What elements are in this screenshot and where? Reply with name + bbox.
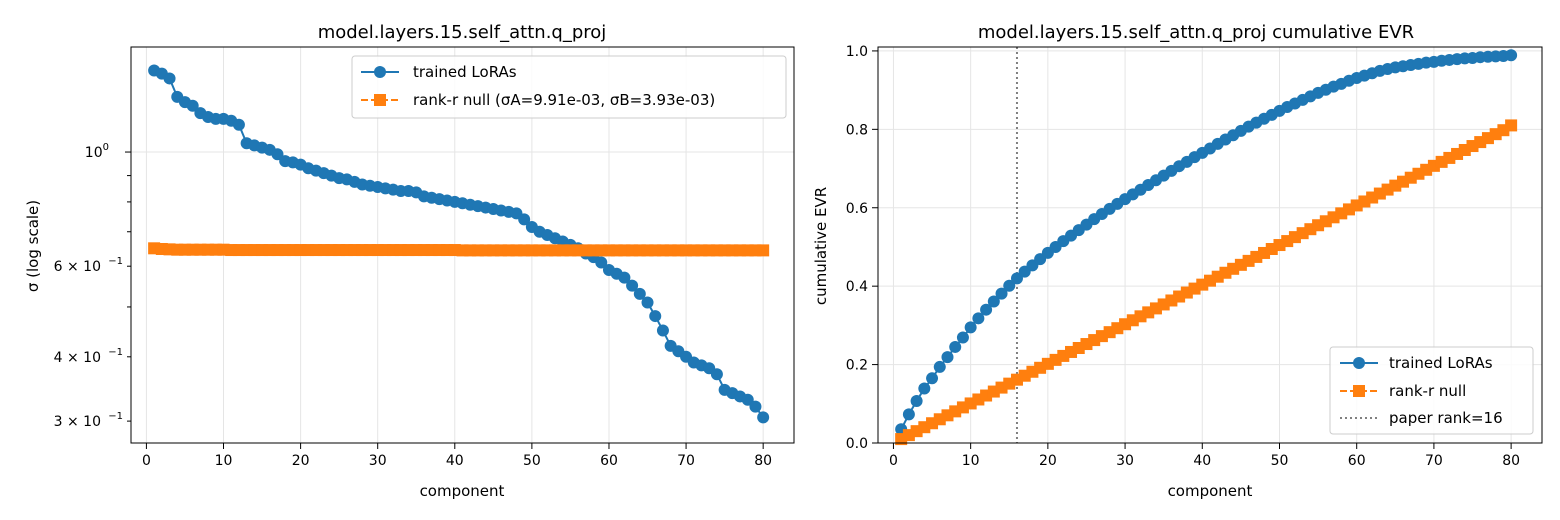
- x-tick-label: 30: [369, 453, 387, 469]
- null-point: [248, 244, 261, 257]
- trained-point: [964, 321, 977, 334]
- legend: trained LoRAs rank-r null (σA=9.91e-03, …: [351, 55, 787, 119]
- x-tick-label: 70: [677, 453, 695, 469]
- x-axis: 0 10 20 30 40 50 60 70 80: [142, 443, 772, 469]
- trained-point: [910, 395, 923, 408]
- trained-point: [641, 296, 654, 309]
- y-axis-label: cumulative EVR: [812, 187, 830, 305]
- x-axis-label: component: [420, 482, 505, 500]
- y-tick-label: 0.8: [846, 122, 868, 138]
- legend-marker-trained: [374, 66, 386, 78]
- y-tick-label: 4 × 10: [54, 350, 101, 366]
- trained-point: [163, 72, 176, 85]
- trained-point: [956, 331, 969, 344]
- trained-point: [941, 351, 954, 364]
- null-point: [757, 244, 770, 257]
- trained-point: [626, 279, 639, 292]
- legend-label-null: rank-r null (σA=9.91e-03, σB=3.93e-03): [413, 91, 715, 109]
- plot-frame: [877, 46, 1543, 444]
- y-tick-label: 0.4: [846, 279, 868, 295]
- trained-point: [1505, 49, 1518, 62]
- null-point: [510, 244, 523, 257]
- x-tick-label: 10: [215, 453, 233, 469]
- x-tick-label: 70: [1425, 453, 1443, 469]
- trained-point: [995, 287, 1008, 300]
- legend-marker-null: [374, 94, 386, 106]
- x-tick-label: 10: [962, 453, 980, 469]
- trained-point: [987, 295, 1000, 308]
- y-axis-label: σ (log scale): [24, 200, 42, 292]
- trained-point: [749, 400, 762, 413]
- x-tick-label: 40: [1193, 453, 1211, 469]
- y-tick-label: 100: [85, 142, 109, 161]
- x-tick-label: 30: [1116, 453, 1134, 469]
- x-axis: 0 10 20 30 40 50 60 70 80: [889, 443, 1520, 469]
- legend: trained LoRAs rank-r null paper rank=16: [1329, 346, 1534, 435]
- null-point: [1250, 250, 1263, 263]
- x-tick-label: 50: [1271, 453, 1289, 469]
- series-layer: [895, 49, 1518, 446]
- evr-chart: model.layers.15.self_attn.q_proj cumulat…: [812, 22, 1543, 500]
- legend-label-trained: trained LoRAs: [413, 63, 517, 81]
- x-tick-label: 80: [1502, 453, 1520, 469]
- legend-label-null: rank-r null: [1389, 382, 1466, 400]
- trained-point: [972, 312, 985, 325]
- legend-box: [351, 55, 787, 119]
- sigma-chart: model.layers.15.self_attn.q_proj 0 10 20 30…: [24, 22, 795, 500]
- trained-point: [710, 368, 723, 381]
- y-axis: 100 3 × 10 −1 4 × 10 −1 6 × 10 −1: [54, 142, 131, 430]
- x-tick-label: 60: [600, 453, 618, 469]
- trained-point: [980, 303, 993, 316]
- legend-label-paper-rank: paper rank=16: [1389, 409, 1503, 427]
- y-tick-label: 0.0: [846, 436, 868, 452]
- trained-point: [757, 411, 770, 424]
- y-tick-exponent: −1: [108, 256, 123, 267]
- chart-title: model.layers.15.self_attn.q_proj: [318, 22, 607, 43]
- trained-point: [271, 148, 284, 161]
- trained-point: [232, 118, 245, 131]
- trained-point: [741, 393, 754, 406]
- trained-point: [518, 213, 531, 226]
- trained-point: [595, 256, 608, 269]
- y-tick-exponent: −1: [108, 411, 123, 422]
- chart-title: model.layers.15.self_attn.q_proj cumulat…: [978, 22, 1414, 43]
- series-layer: [148, 64, 770, 424]
- trained-point: [633, 287, 646, 300]
- trained-point: [649, 310, 662, 323]
- x-tick-label: 0: [142, 453, 151, 469]
- y-tick-label: 1.0: [846, 44, 868, 60]
- x-tick-label: 80: [754, 453, 772, 469]
- y-tick-exponent: −1: [108, 347, 123, 358]
- y-tick-label: 6 × 10: [54, 259, 101, 275]
- legend-marker-trained: [1353, 357, 1365, 369]
- y-axis: 0.0 0.2 0.4 0.6 0.8 1.0: [846, 44, 878, 452]
- trained-point: [618, 271, 631, 284]
- y-tick-label: 0.2: [846, 358, 868, 374]
- legend-label-trained: trained LoRAs: [1389, 354, 1493, 372]
- x-axis-label: component: [1168, 482, 1253, 500]
- x-tick-label: 0: [889, 453, 898, 469]
- trained-point: [918, 382, 931, 395]
- trained-point: [186, 99, 199, 112]
- x-tick-label: 60: [1348, 453, 1366, 469]
- trained-point: [926, 372, 939, 385]
- trained-point: [902, 408, 915, 421]
- null-point: [1505, 119, 1518, 132]
- trained-point: [656, 324, 669, 337]
- trained-point: [933, 360, 946, 373]
- trained-series-line: [153, 69, 764, 418]
- legend-marker-null: [1353, 385, 1365, 397]
- trained-point: [1003, 279, 1016, 292]
- x-tick-label: 20: [292, 453, 310, 469]
- x-tick-label: 20: [1039, 453, 1057, 469]
- x-tick-label: 40: [446, 453, 464, 469]
- plot-frame: [130, 46, 795, 444]
- x-tick-label: 50: [523, 453, 541, 469]
- trained-point: [949, 340, 962, 353]
- y-tick-label: 0.6: [846, 201, 868, 217]
- legend-box: [1329, 346, 1534, 435]
- y-tick-label: 3 × 10: [54, 414, 101, 430]
